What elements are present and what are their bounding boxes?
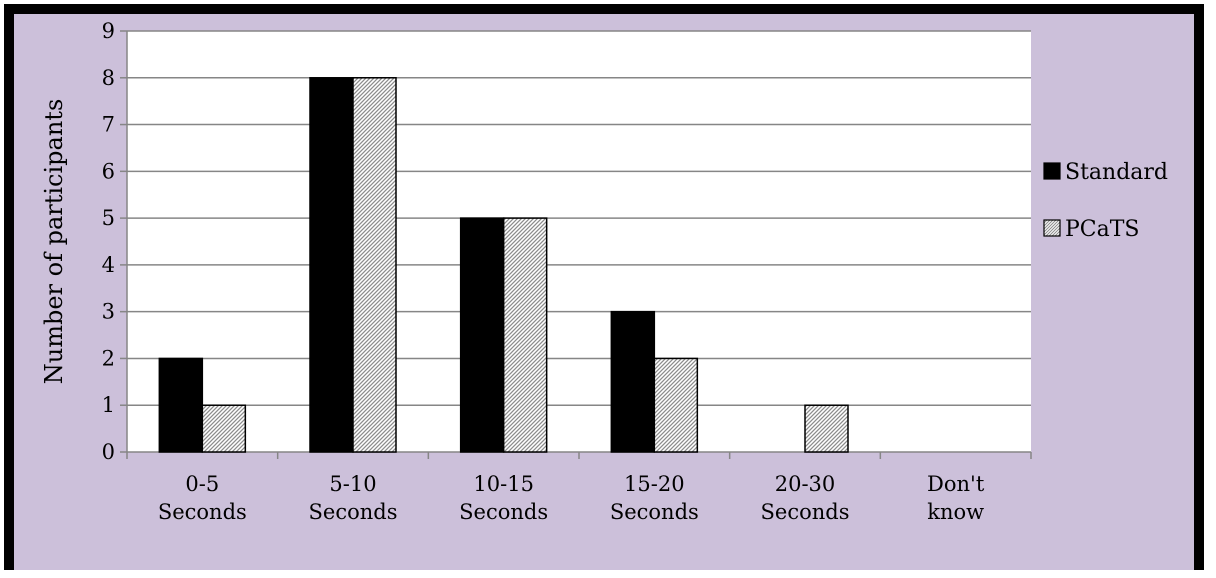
bar-chart: 0 1 2 3 4 5 6 7 8 9 0-5 Seconds 5-10 Seconds 10-15 Seco… [40, 19, 1168, 524]
y-tick-label: 4 [102, 253, 115, 277]
bar-pcats-2 [502, 217, 548, 453]
y-tick-label: 9 [102, 19, 115, 43]
x-category-label: Seconds [158, 500, 247, 524]
bar-pcats-3 [653, 357, 699, 453]
x-category-label: 10-15 [473, 472, 534, 496]
x-category-label: know [927, 500, 984, 524]
legend-label-pcats: PCaTS [1065, 217, 1140, 242]
x-category-label: Seconds [309, 500, 398, 524]
y-tick-label: 6 [102, 159, 115, 183]
y-tick-label: 1 [102, 393, 115, 417]
x-category-label: 15-20 [624, 472, 685, 496]
legend-label-standard: Standard [1065, 160, 1168, 185]
y-tick-label: 7 [102, 113, 115, 137]
y-tick-label: 2 [102, 346, 115, 370]
plot-area [127, 31, 1031, 452]
bar-standard-3 [610, 310, 656, 453]
legend-swatch-standard [1043, 162, 1061, 180]
x-category-label: Seconds [761, 500, 850, 524]
x-category-label: Seconds [610, 500, 699, 524]
y-tick-label: 8 [102, 66, 115, 90]
y-axis-title: Number of participants [40, 99, 68, 385]
bar-pcats-1 [352, 77, 397, 453]
bar-standard-0 [158, 357, 204, 453]
bar-pcats-0 [201, 404, 247, 453]
chart-frame: 0 1 2 3 4 5 6 7 8 9 0-5 Seconds 5-10 Seconds 10-15 Seco… [4, 4, 1204, 570]
bar-standard-1 [309, 77, 354, 453]
x-category-label: Seconds [459, 500, 548, 524]
x-category-label: Don't [927, 472, 985, 496]
y-tick-label: 5 [102, 206, 115, 230]
bar-standard-2 [459, 217, 505, 453]
bar-pcats-4 [804, 404, 849, 453]
y-tick-label: 3 [102, 300, 115, 324]
x-category-label: 0-5 [185, 472, 219, 496]
x-category-label: 20-30 [775, 472, 836, 496]
y-tick-label: 0 [102, 440, 115, 464]
legend-swatch-pcats [1043, 219, 1061, 237]
x-category-label: 5-10 [329, 472, 376, 496]
